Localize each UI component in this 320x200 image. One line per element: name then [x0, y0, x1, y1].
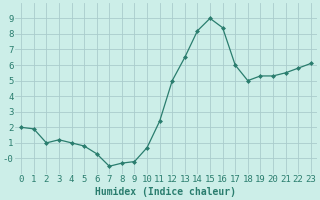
X-axis label: Humidex (Indice chaleur): Humidex (Indice chaleur) [95, 187, 236, 197]
